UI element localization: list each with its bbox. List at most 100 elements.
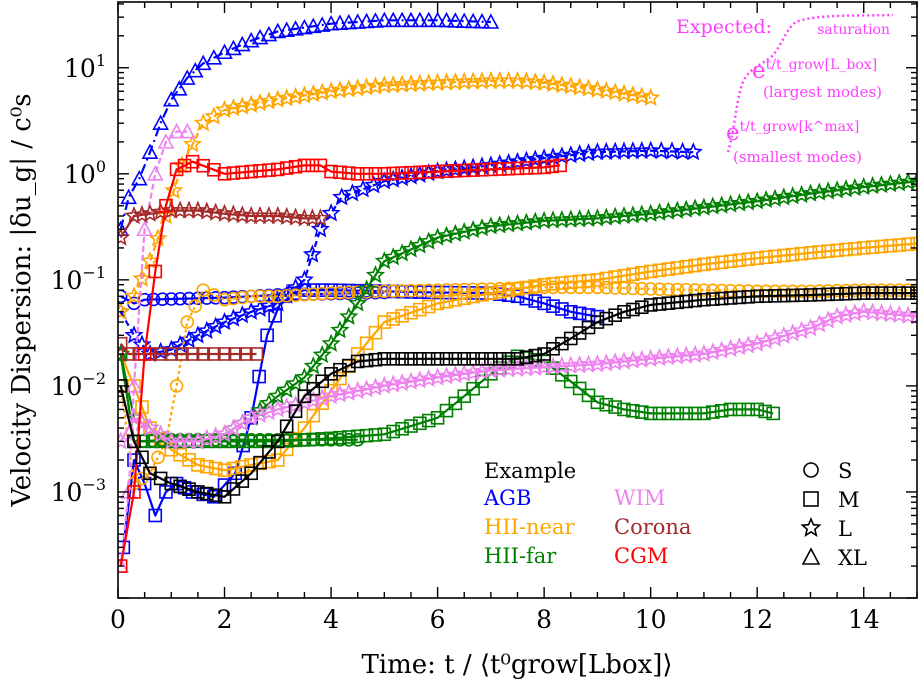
point-HII-near-S bbox=[279, 288, 294, 303]
point-HII-far-M bbox=[688, 406, 702, 421]
point-WIM-L bbox=[312, 388, 332, 407]
series-WIM-L bbox=[118, 301, 917, 450]
point-HII-far-M bbox=[466, 381, 480, 396]
point-Example-M bbox=[244, 466, 258, 481]
point-AGB-XL bbox=[186, 62, 204, 78]
point-HII-far-L bbox=[445, 223, 465, 242]
point-CGM-M bbox=[404, 165, 418, 180]
annotation-saturation: saturation bbox=[817, 22, 890, 38]
point-AGB-M bbox=[177, 480, 192, 495]
smallest-formula-base: e bbox=[726, 120, 740, 146]
point-Example-M bbox=[537, 347, 551, 361]
point-HII-near-L bbox=[232, 96, 252, 115]
largest-formula-exponent: t/t_grow[L_box] bbox=[766, 57, 878, 73]
point-HII-far-L bbox=[516, 212, 536, 231]
point-AGB-S bbox=[155, 292, 170, 307]
point-CGM-M bbox=[395, 166, 409, 180]
x-tick-label: 0 bbox=[110, 605, 126, 634]
point-HII-far-M bbox=[741, 402, 756, 417]
smallest-modes-formula: et/t_grow[k^max] bbox=[726, 119, 859, 146]
point-CGM-M bbox=[288, 159, 303, 174]
point-HII-near-S bbox=[342, 285, 356, 300]
point-HII-near-M bbox=[821, 244, 836, 258]
point-WIM-XL bbox=[168, 122, 185, 139]
point-HII-near-L bbox=[164, 180, 184, 199]
point-CGM-M bbox=[368, 167, 383, 181]
point-WIM-L bbox=[676, 345, 696, 364]
point-CGM-M bbox=[196, 158, 211, 173]
point-Corona-L bbox=[188, 200, 208, 219]
point-Example-M bbox=[732, 290, 747, 305]
point-WIM-L bbox=[419, 368, 439, 388]
point-HII-near-M bbox=[555, 276, 569, 290]
series-AGB-M bbox=[118, 283, 605, 555]
point-Example-M bbox=[288, 404, 303, 419]
point-Example-M bbox=[839, 286, 853, 301]
legend-entry-CGM: CGM bbox=[614, 544, 668, 568]
point-HII-near-L bbox=[365, 76, 386, 95]
point-HII-far-L bbox=[809, 182, 829, 201]
point-CGM-M bbox=[545, 159, 559, 174]
point-HII-near-L bbox=[348, 78, 368, 97]
annotation-title: Expected: bbox=[676, 16, 772, 38]
point-Example-M bbox=[794, 288, 809, 302]
point-AGB-XL bbox=[482, 13, 500, 29]
point-HII-far-M bbox=[661, 406, 676, 421]
point-HII-far-L bbox=[845, 178, 865, 197]
point-HII-far-L bbox=[428, 227, 448, 246]
point-Example-M bbox=[484, 352, 498, 366]
point-HII-near-S bbox=[634, 281, 649, 296]
point-HII-far-L bbox=[658, 201, 678, 220]
point-HII-far-M bbox=[235, 434, 250, 449]
point-HII-far-L bbox=[712, 195, 732, 214]
point-Corona-M bbox=[228, 347, 242, 361]
point-CGM-M bbox=[148, 264, 163, 279]
point-Example-M bbox=[315, 374, 329, 389]
point-HII-far-L bbox=[507, 213, 528, 232]
point-CGM-M bbox=[207, 162, 221, 177]
point-HII-far-L bbox=[463, 219, 483, 239]
point-HII-far-M bbox=[421, 413, 436, 428]
point-Example-M bbox=[528, 348, 543, 363]
point-AGB-L bbox=[364, 175, 384, 194]
point-AGB-L bbox=[310, 219, 330, 238]
expected-growth-curve bbox=[726, 13, 894, 153]
point-Example-M bbox=[297, 389, 312, 403]
point-HII-near-S bbox=[244, 289, 258, 304]
point-WIM-L bbox=[259, 402, 279, 421]
point-AGB-M bbox=[127, 453, 141, 467]
point-AGB-XL bbox=[340, 13, 358, 30]
smallest-modes-caption: (smallest modes) bbox=[733, 148, 862, 166]
point-HII-near-L bbox=[277, 88, 297, 107]
point-HII-near-M bbox=[670, 261, 685, 275]
series-line-HII-near-L bbox=[119, 79, 651, 313]
point-AGB-L bbox=[250, 298, 270, 318]
point-CGM-M bbox=[137, 347, 152, 361]
point-Example-M bbox=[874, 286, 889, 300]
point-AGB-XL bbox=[296, 18, 313, 35]
point-Corona-M bbox=[217, 347, 232, 361]
point-HII-far-L bbox=[312, 344, 332, 364]
point-WIM-L bbox=[596, 353, 616, 372]
point-Example-M bbox=[135, 450, 149, 465]
point-WIM-L bbox=[151, 424, 171, 443]
point-HII-far-M bbox=[226, 434, 241, 449]
point-Example-M bbox=[750, 289, 765, 304]
legend-markers: SML XL bbox=[800, 459, 867, 570]
point-AGB-M bbox=[260, 328, 274, 343]
point-HII-near-L bbox=[596, 80, 616, 100]
point-Corona-L bbox=[132, 204, 152, 224]
point-HII-near-M bbox=[182, 453, 196, 467]
point-WIM-XL bbox=[136, 220, 153, 237]
point-HII-near-L bbox=[183, 134, 203, 153]
point-HII-far-L bbox=[348, 293, 368, 312]
point-HII-near-S bbox=[180, 315, 195, 329]
x-axis-label: Time: t / ⟨t⁰grow[Lbox]⟩ bbox=[361, 650, 672, 680]
point-CGM-M bbox=[342, 166, 356, 180]
point-HII-far-M bbox=[253, 434, 267, 449]
point-CGM-M bbox=[501, 161, 516, 176]
point-CGM-M bbox=[169, 162, 184, 177]
legend-marker-L bbox=[800, 516, 822, 538]
point-HII-far-M bbox=[315, 432, 329, 446]
